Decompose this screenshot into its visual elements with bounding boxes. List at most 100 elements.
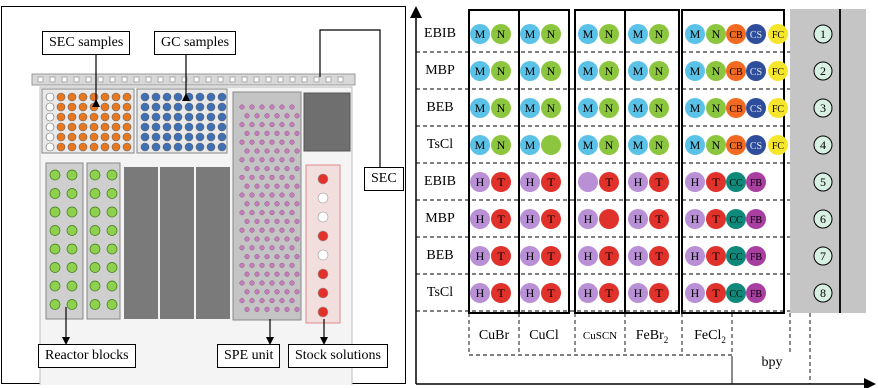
matrix-circle-n <box>491 24 511 44</box>
spe-well <box>269 210 275 216</box>
gc-sample-well <box>206 142 216 152</box>
matrix-circle-label: N <box>655 64 664 78</box>
reactor-well <box>89 262 101 273</box>
spe-well <box>254 113 260 119</box>
matrix-circle-label: M <box>633 64 644 78</box>
matrix-circle-blank <box>541 135 561 155</box>
reactor-number-label: 6 <box>820 212 826 226</box>
matrix-circle-fb <box>746 283 766 303</box>
spe-well <box>289 192 295 198</box>
matrix-circle-label: T <box>655 249 663 263</box>
sec-sample-well <box>100 112 110 122</box>
matrix-circle-label: N <box>547 64 556 78</box>
matrix-circle-label: M <box>475 138 486 152</box>
empty-block-3 <box>196 167 230 319</box>
rail-marker <box>145 76 152 83</box>
matrix-circle-h <box>520 172 540 192</box>
matrix-circle-cb <box>726 135 746 155</box>
matrix-circle-label: CC <box>729 215 743 226</box>
matrix-circle-label: T <box>712 286 720 300</box>
spe-well <box>264 148 270 154</box>
stock-solution-rack[interactable] <box>305 164 341 324</box>
matrix-circle-label: CC <box>729 289 743 300</box>
spe-well <box>249 245 255 251</box>
matrix-circle-label: H <box>526 175 535 189</box>
sec-sample-well <box>122 102 132 112</box>
matrix-circle-m <box>685 61 705 81</box>
spe-well <box>244 201 250 207</box>
salt-label: FeCl2 <box>694 328 726 345</box>
rail-marker <box>121 76 128 83</box>
matrix-circle-m <box>578 98 598 118</box>
experiment-matrix: EBIB MBP BEB TsCl EBIB MBP BEB TsCl CuBr CuCl CuSC… <box>410 6 876 388</box>
gc-sample-well <box>184 132 194 142</box>
spe-well <box>294 148 300 154</box>
reactor-well <box>89 206 101 218</box>
matrix-circle-label: N <box>712 27 721 41</box>
matrix-circle-label: CC <box>729 178 743 189</box>
matrix-circle-m <box>628 24 648 44</box>
gc-sample-well <box>184 102 194 112</box>
matrix-circle-label: N <box>497 138 506 152</box>
matrix-circle-m <box>520 135 540 155</box>
sec-sample-well <box>67 102 77 112</box>
sec-sample-rack[interactable] <box>41 88 135 154</box>
spe-well <box>274 306 280 312</box>
rail-marker <box>229 76 236 83</box>
matrix-circle-h <box>685 209 705 229</box>
matrix-circle-n <box>706 98 726 118</box>
matrix-circle-label: T <box>497 175 505 189</box>
reactor-block-1[interactable] <box>45 162 84 320</box>
matrix-circle-label: T <box>547 175 555 189</box>
spe-well <box>269 280 275 286</box>
matrix-circle-h <box>628 209 648 229</box>
spe-well <box>294 306 300 312</box>
spe-well <box>269 227 275 233</box>
matrix-circle-label: T <box>655 175 663 189</box>
sec-instrument[interactable] <box>303 92 351 152</box>
sec-sample-well <box>45 132 55 142</box>
cubr-column-box <box>468 9 520 314</box>
spe-well <box>279 104 285 110</box>
matrix-circle-t <box>491 283 511 303</box>
spe-well <box>264 130 270 136</box>
reactor-block-2[interactable] <box>86 162 121 320</box>
sec-sample-well <box>45 112 55 122</box>
matrix-circle-label: M <box>690 101 701 115</box>
matrix-circle-label: N <box>712 101 721 115</box>
matrix-circle-label: FB <box>750 215 763 226</box>
spe-well <box>244 289 250 295</box>
initiator-label: EBIB <box>424 26 456 41</box>
reactor-number-label: 7 <box>820 249 826 263</box>
rail-marker <box>37 76 44 83</box>
spe-well <box>259 157 265 163</box>
spe-well <box>249 104 255 110</box>
gc-sample-well <box>151 122 161 132</box>
matrix-circle-fc <box>768 61 788 81</box>
matrix-circle-cc <box>726 209 746 229</box>
matrix-circle-label: H <box>634 175 643 189</box>
reactor-number-label: 3 <box>820 101 826 115</box>
initiator-label: BEB <box>426 248 453 263</box>
reactor-well <box>49 299 61 310</box>
spe-well <box>289 245 295 251</box>
initiator-label: MBP <box>425 211 455 226</box>
reactor-well <box>106 299 118 310</box>
matrix-circle-label: N <box>497 101 506 115</box>
spe-well <box>284 218 290 224</box>
rail-marker <box>61 76 68 83</box>
sec-sample-well <box>100 132 110 142</box>
matrix-circle-label: CB <box>729 141 743 152</box>
stock-solution-well <box>317 173 329 185</box>
reactor-well <box>106 169 118 181</box>
initiator-label: BEB <box>426 100 453 115</box>
spe-well <box>249 280 255 286</box>
gc-sample-well <box>217 92 227 102</box>
matrix-circle-label: N <box>712 64 721 78</box>
reactor-number-label: 5 <box>820 175 826 189</box>
matrix-circle-m <box>578 135 598 155</box>
gc-sample-well <box>140 112 150 122</box>
sec-sample-well <box>56 92 66 102</box>
stock-solution-well <box>317 287 329 299</box>
gc-sample-well <box>151 92 161 102</box>
